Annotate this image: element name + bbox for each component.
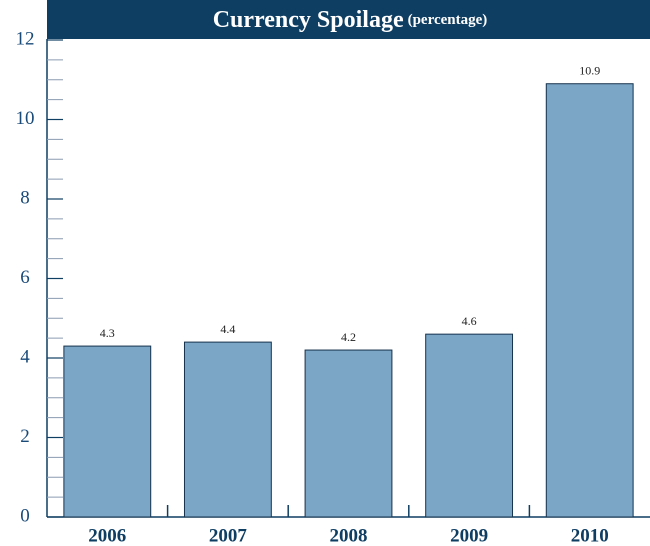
y-tick-label: 0 xyxy=(20,505,30,526)
bar xyxy=(304,349,393,518)
chart-title: Currency Spoilage xyxy=(213,7,404,33)
x-tick-label: 2008 xyxy=(330,525,368,546)
x-tick-label: 2007 xyxy=(209,525,248,546)
value-label: 4.6 xyxy=(462,314,477,328)
value-label: 4.2 xyxy=(341,330,356,344)
y-tick-label: 2 xyxy=(20,426,30,447)
value-label: 4.4 xyxy=(220,322,235,336)
y-tick-label: 4 xyxy=(20,346,30,367)
title-bar xyxy=(47,0,650,39)
y-tick-label: 8 xyxy=(20,187,30,208)
y-tick-label: 6 xyxy=(20,267,30,288)
value-label: 10.9 xyxy=(579,63,600,77)
y-tick-label: 10 xyxy=(16,108,35,129)
chart-title-group: Currency Spoilage (percentage) xyxy=(213,7,488,33)
x-tick-label: 2006 xyxy=(88,525,126,546)
y-tick-label: 12 xyxy=(16,28,35,49)
value-label: 4.3 xyxy=(100,326,115,340)
bar xyxy=(545,83,634,518)
x-tick-label: 2009 xyxy=(450,525,488,546)
x-tick-label: 2010 xyxy=(571,525,609,546)
bar xyxy=(183,341,272,518)
bar xyxy=(425,333,514,518)
chart-subtitle: (percentage) xyxy=(408,12,488,28)
bar xyxy=(63,345,152,518)
